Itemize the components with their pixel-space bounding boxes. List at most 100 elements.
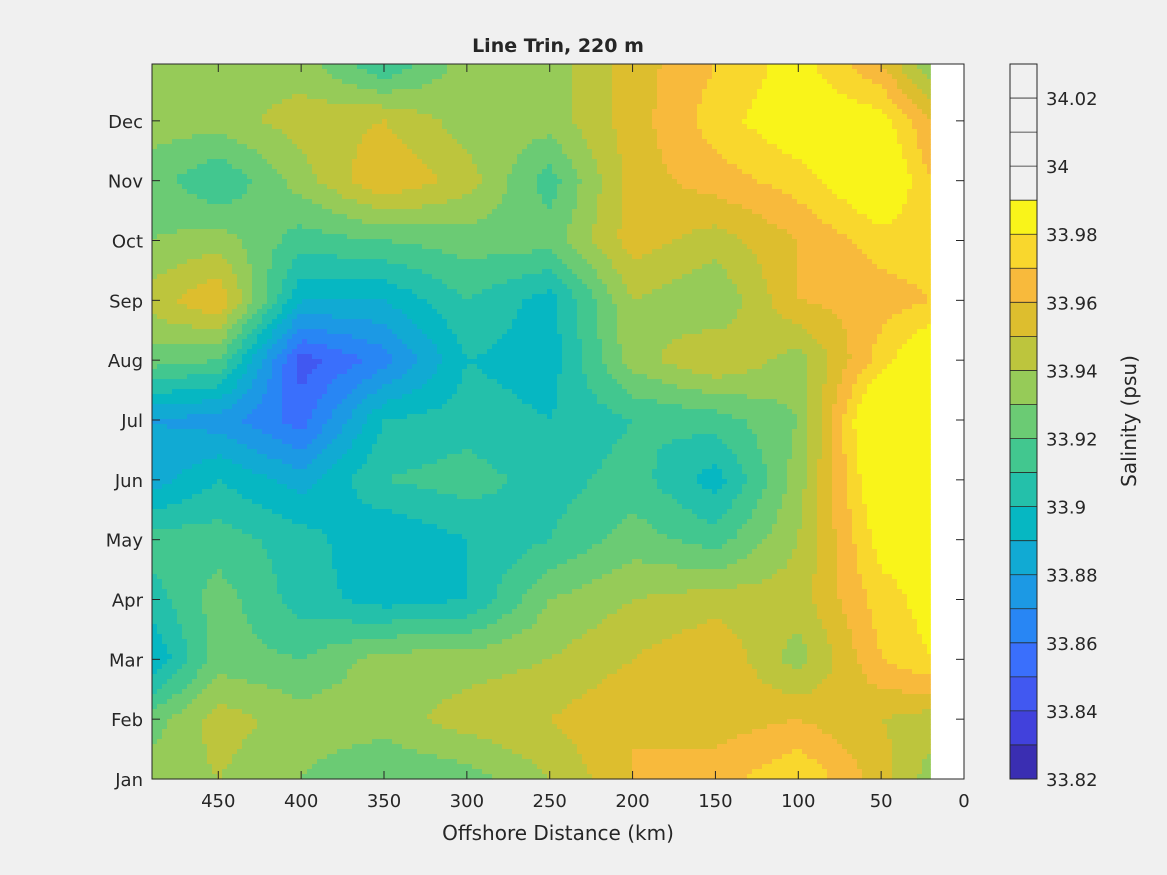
contour-cell [497, 594, 523, 600]
contour-cell [257, 149, 303, 155]
contour-cell [827, 629, 853, 635]
contour-cell [737, 584, 813, 590]
contour-cell [877, 559, 931, 565]
contour-cell [722, 484, 743, 490]
contour-cell [907, 74, 928, 80]
contour-cell [342, 594, 468, 600]
contour-cell [472, 294, 533, 300]
contour-cell [912, 304, 931, 310]
contour-cell [462, 344, 493, 350]
contour-cell [857, 549, 878, 555]
contour-cell [187, 374, 228, 380]
contour-cell [352, 599, 448, 605]
contour-cell [542, 194, 558, 200]
contour-cell [287, 354, 298, 360]
contour-cell [897, 584, 931, 590]
contour-cell [707, 519, 718, 525]
contour-cell [607, 369, 633, 375]
contour-cell [812, 689, 903, 695]
contour-cell [827, 354, 853, 360]
contour-cell [242, 529, 323, 535]
contour-cell [887, 69, 903, 75]
contour-cell [282, 364, 298, 370]
contour-cell [297, 254, 338, 260]
contour-cell [762, 214, 818, 220]
contour-cell [187, 414, 248, 420]
contour-cell [507, 279, 563, 285]
contour-cell [252, 354, 268, 360]
contour-cell [612, 79, 658, 85]
contour-cell [252, 294, 268, 300]
contour-cell [882, 324, 928, 330]
contour-cell [902, 144, 918, 150]
contour-cell [817, 559, 838, 565]
contour-cell [847, 409, 858, 415]
contour-cell [622, 604, 818, 610]
contour-cell [297, 364, 318, 370]
contour-cell [267, 159, 308, 165]
contour-cell [272, 104, 383, 110]
contour-cell [582, 759, 633, 765]
contour-cell [327, 539, 468, 545]
contour-cell [237, 379, 253, 385]
contour-cell [832, 524, 853, 530]
contour-cell [402, 374, 433, 380]
contour-cell [367, 654, 553, 660]
contour-cell [587, 379, 618, 385]
contour-cell [577, 314, 598, 320]
contour-cell [152, 254, 203, 260]
contour-cell [807, 299, 928, 305]
contour-cell [612, 569, 778, 575]
contour-cell [807, 404, 823, 410]
contour-cell [797, 529, 818, 535]
contour-cell [357, 469, 408, 475]
contour-cell [602, 349, 623, 355]
contour-cell [177, 609, 203, 615]
contour-cell [272, 334, 283, 340]
contour-cell [572, 294, 593, 300]
colorbar-level-swatch [1010, 506, 1037, 542]
contour-cell [927, 324, 931, 330]
contour-cell [782, 189, 833, 195]
contour-cell [327, 184, 363, 190]
contour-cell [242, 464, 293, 470]
contour-cell [852, 424, 931, 430]
contour-cell [742, 304, 773, 310]
contour-cell [262, 394, 283, 400]
contour-cell [517, 669, 618, 675]
contour-cell [312, 369, 348, 375]
contour-cell [437, 369, 463, 375]
contour-cell [792, 319, 843, 325]
contour-cell [597, 199, 623, 205]
contour-cell [827, 349, 848, 355]
contour-cell [832, 439, 843, 445]
contour-cell [177, 619, 208, 625]
contour-cell [922, 154, 931, 160]
contour-cell [432, 304, 523, 310]
contour-cell [232, 404, 258, 410]
contour-cell [732, 504, 758, 510]
contour-cell [567, 704, 931, 710]
contour-cell [792, 634, 803, 640]
contour-cell [367, 414, 408, 420]
contour-cell [577, 749, 633, 755]
contour-cell [602, 464, 658, 470]
contour-cell [577, 324, 598, 330]
contour-cell [157, 624, 183, 630]
contour-cell [282, 234, 348, 240]
contour-cell [822, 444, 833, 450]
contour-cell [872, 79, 898, 85]
contour-cell [712, 64, 768, 70]
contour-cell [557, 194, 578, 200]
contour-cell [867, 509, 931, 515]
contour-cell [177, 229, 228, 235]
contour-cell [307, 464, 333, 470]
contour-cell [207, 624, 253, 630]
contour-cell [152, 269, 168, 275]
contour-cell [807, 374, 828, 380]
contour-cell [357, 199, 448, 205]
contour-cell [592, 579, 763, 585]
contour-cell [862, 494, 931, 500]
